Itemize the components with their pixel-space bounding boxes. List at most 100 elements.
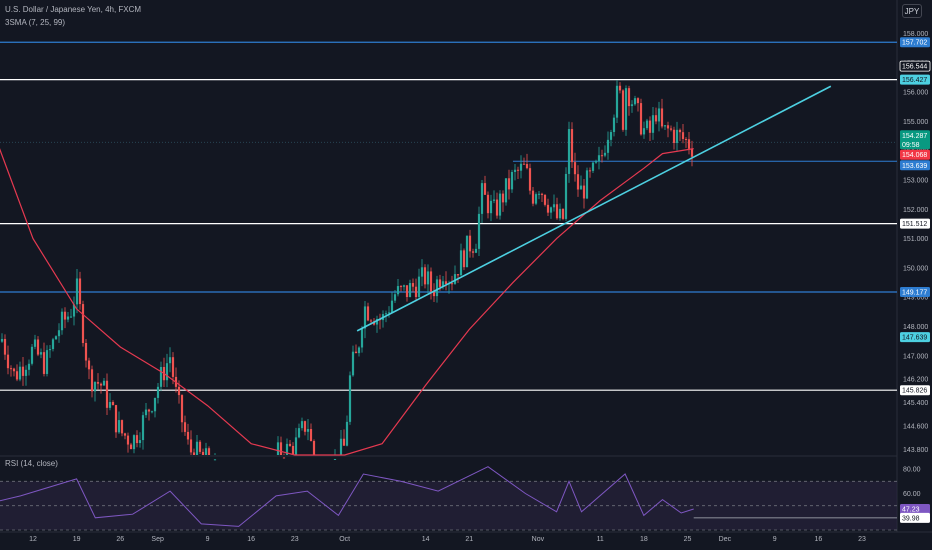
candle-body [213, 459, 217, 461]
candle-body [108, 402, 112, 408]
candle-body [192, 452, 196, 455]
candle-body [663, 125, 667, 127]
candle-body [123, 433, 127, 436]
candle-body [666, 125, 670, 129]
candle-body [426, 271, 430, 285]
candle-body [453, 274, 457, 284]
candle-body [363, 306, 367, 329]
candle-body [30, 346, 34, 364]
rsi-value-text: 47.23 [902, 507, 920, 514]
price-label-text: 154.068 [902, 152, 927, 159]
candle-body [171, 357, 175, 377]
candle-body [456, 274, 460, 276]
price-label-text: 149.177 [902, 290, 927, 297]
price-tick-label: 148.000 [903, 324, 928, 331]
price-tick-label: 150.000 [903, 265, 928, 272]
trendline[interactable] [356, 85, 832, 332]
candle-body [618, 85, 622, 91]
price-tick-label: 146.200 [903, 377, 928, 384]
candle-body [93, 382, 97, 392]
candle-body [483, 183, 487, 195]
candle-body [84, 342, 88, 361]
candle-body [138, 440, 142, 444]
candle-body [546, 204, 550, 213]
candle-body [435, 279, 439, 297]
candle-body [594, 161, 598, 163]
candle-body [588, 170, 592, 172]
candle-body [669, 128, 673, 130]
rsi-value-label [900, 512, 930, 523]
sma99-line[interactable] [0, 121, 694, 456]
candle-body [333, 458, 337, 460]
candle-body [624, 88, 628, 130]
candle-body [429, 271, 433, 292]
candle-body [390, 300, 394, 313]
price-tick-label: 151.000 [903, 236, 928, 243]
candle-body [75, 278, 79, 305]
candle-body [288, 443, 292, 446]
candle-body [564, 173, 568, 219]
price-tick-label: 144.600 [903, 424, 928, 431]
rsi-band-fill [0, 481, 897, 530]
time-tick-label: Oct [339, 536, 350, 543]
candle-body [51, 339, 55, 350]
time-tick-label: 9 [206, 536, 210, 543]
price-tick-label: 145.400 [903, 400, 928, 407]
price-label-147.639 [900, 332, 930, 343]
candle-body [480, 183, 484, 214]
price-label-text: 145.826 [902, 388, 927, 395]
candle-body [591, 162, 595, 171]
price-label-text: 151.512 [902, 221, 927, 228]
candle-body [678, 129, 682, 133]
candle-body [609, 132, 613, 140]
candle-body [24, 369, 28, 376]
candle-body [687, 139, 691, 149]
time-tick-label: 9 [773, 536, 777, 543]
price-label-157.702 [900, 37, 930, 48]
currency-button[interactable]: JPY [902, 4, 922, 18]
time-tick-label: 16 [814, 536, 822, 543]
price-label-145.826 [900, 385, 930, 396]
candle-body [657, 108, 661, 122]
candle-body [366, 306, 370, 321]
candle-body [462, 250, 466, 268]
candle-body [78, 278, 82, 305]
candle-body [132, 435, 136, 450]
candle-body [81, 304, 85, 343]
time-tick-label: 25 [684, 536, 692, 543]
time-tick-label: 23 [291, 536, 299, 543]
candle-body [312, 441, 316, 455]
candle-body [498, 193, 502, 216]
time-tick-label: 11 [597, 536, 604, 543]
candle-body [105, 380, 109, 408]
candle-body [552, 204, 556, 208]
price-label-text: 154.287 [902, 133, 927, 140]
rsi-line[interactable] [0, 466, 694, 527]
candle-body [351, 351, 355, 376]
candle-body [651, 115, 655, 133]
candle-body [540, 193, 544, 195]
candle-body [21, 366, 25, 376]
candle-body [354, 351, 358, 354]
candle-body [63, 311, 67, 320]
price-label-countdown: 09:58 [902, 142, 920, 149]
time-tick-label: 21 [465, 536, 473, 543]
candle-body [387, 312, 391, 314]
candle-body [516, 169, 520, 171]
candle-body [33, 339, 37, 347]
candle-body [57, 330, 61, 337]
candle-body [465, 235, 469, 268]
candle-body [489, 200, 493, 214]
price-tick-label: 155.000 [903, 119, 928, 126]
candle-body [141, 415, 145, 441]
candle-body [27, 363, 31, 370]
candle-body [396, 286, 400, 295]
candle-body [291, 445, 295, 455]
candle-body [306, 429, 310, 432]
candle-body [159, 366, 163, 387]
candle-body [486, 194, 490, 214]
candle-body [459, 250, 463, 276]
candle-body [675, 129, 679, 143]
candle-body [369, 320, 373, 322]
